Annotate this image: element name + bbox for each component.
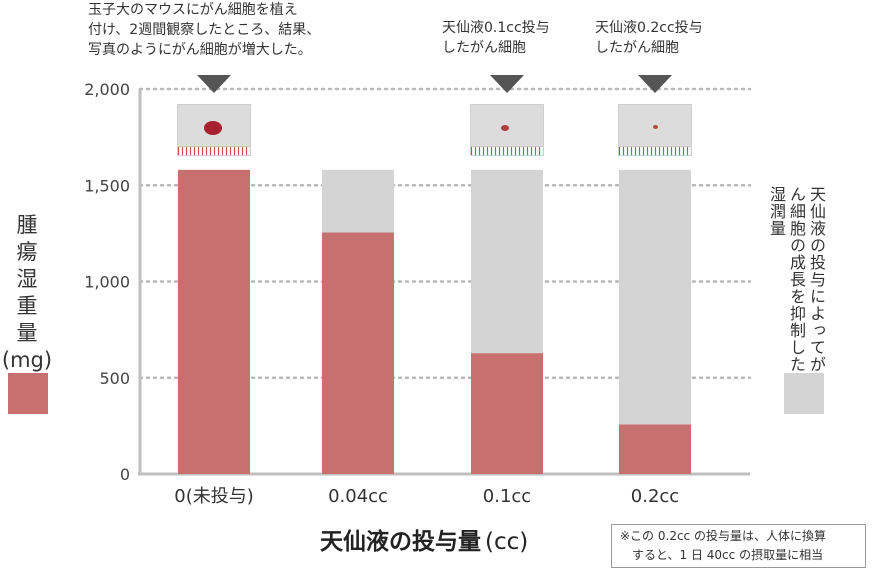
annotation-dose-02: 天仙液0.2cc投与 したがん細胞 [595, 18, 703, 58]
y-tick-label: 1,000 [84, 273, 130, 292]
y-axis-label-char: 腫 [16, 213, 38, 237]
x-tick-label: 0.2cc [631, 486, 679, 507]
y-axis-label-char: 量 [16, 321, 38, 345]
bar-suppressed [322, 169, 394, 233]
annotation-control: 玉子大のマウスにがん細胞を植え 付け、2週間観察したところ、結果、 写真のように… [88, 0, 320, 60]
y-tick-label: 0 [120, 465, 130, 484]
y-tick-labels: 0 500 1,000 1,500 2,000 [84, 80, 130, 484]
legend-text-suppressed: 天仙液の投与によってがん細胞の成長を抑制した湿潤量 [767, 186, 826, 373]
y-axis-label-char: 重 [16, 294, 38, 318]
footnote-box: ※この 0.2cc の投与量は、人体に換算 すると、1 日 40cc の摂取量に… [611, 524, 866, 568]
annotation-dose-02-line-2: したがん細胞 [595, 40, 679, 56]
x-axis-label: 天仙液の投与量 [320, 529, 481, 555]
y-axis-unit: (mg) [1, 348, 53, 372]
ruler-image [619, 146, 691, 155]
annotation-control-line-3: 写真のようにがん細胞が増大した。 [88, 42, 312, 58]
x-tick-label: 0(未投与) [174, 486, 254, 507]
annotation-control-line-2: 付け、2週間観察したところ、結果、 [88, 22, 321, 38]
y-axis-label: 腫瘍湿重量 (mg) [2, 212, 52, 374]
bar-suppressed [471, 169, 543, 354]
x-axis-title: 天仙液の投与量 (cc) [320, 522, 528, 556]
marker-triangle-icon [638, 75, 672, 93]
footnote-line-1: ※この 0.2cc の投与量は、人体に換算 [620, 529, 826, 543]
annotation-dose-02-line-1: 天仙液0.2cc投与 [595, 20, 703, 36]
ruler-image [178, 146, 250, 155]
annotation-markers [197, 75, 672, 93]
tumor-image [204, 121, 222, 135]
x-axis-unit: (cc) [485, 529, 529, 555]
annotation-control-line-1: 玉子大のマウスにがん細胞を植え [88, 2, 298, 18]
bar-measured [178, 169, 250, 474]
annotation-dose-01: 天仙液0.1cc投与 したがん細胞 [442, 18, 550, 58]
tumor-photo-control [177, 104, 251, 156]
annotation-dose-01-line-1: 天仙液0.1cc投与 [442, 20, 550, 36]
legend-swatch-suppressed [784, 373, 824, 414]
y-axis-label-char: 瘍 [16, 240, 38, 264]
marker-triangle-icon [490, 75, 524, 93]
tumor-photo-dose-01 [470, 104, 544, 156]
footnote-line-2: すると、1 日 40cc の摂取量に相当 [632, 548, 824, 562]
tumor-image [501, 125, 509, 131]
y-axis-label-char: 湿 [16, 267, 38, 291]
ruler-image [471, 146, 543, 155]
x-tick-label: 0.1cc [483, 486, 531, 507]
x-tick-labels: 0(未投与) 0.04cc 0.1cc 0.2cc [174, 486, 679, 507]
marker-triangle-icon [197, 75, 231, 93]
bar-measured [471, 353, 543, 474]
x-tick-label: 0.04cc [328, 486, 388, 507]
annotation-dose-01-line-2: したがん細胞 [442, 40, 526, 56]
tumor-image [653, 125, 658, 129]
legend-swatch-reduced [8, 373, 48, 414]
y-tick-label: 500 [99, 369, 130, 388]
bars [178, 169, 691, 474]
bar-measured [322, 232, 394, 474]
bar-measured [619, 424, 691, 474]
tumor-photo-dose-02 [618, 104, 692, 156]
y-tick-label: 1,500 [84, 176, 130, 195]
y-axis-label-text: 腫瘍湿重量 [12, 212, 42, 347]
bar-suppressed [619, 169, 691, 425]
y-tick-label: 2,000 [84, 80, 130, 99]
